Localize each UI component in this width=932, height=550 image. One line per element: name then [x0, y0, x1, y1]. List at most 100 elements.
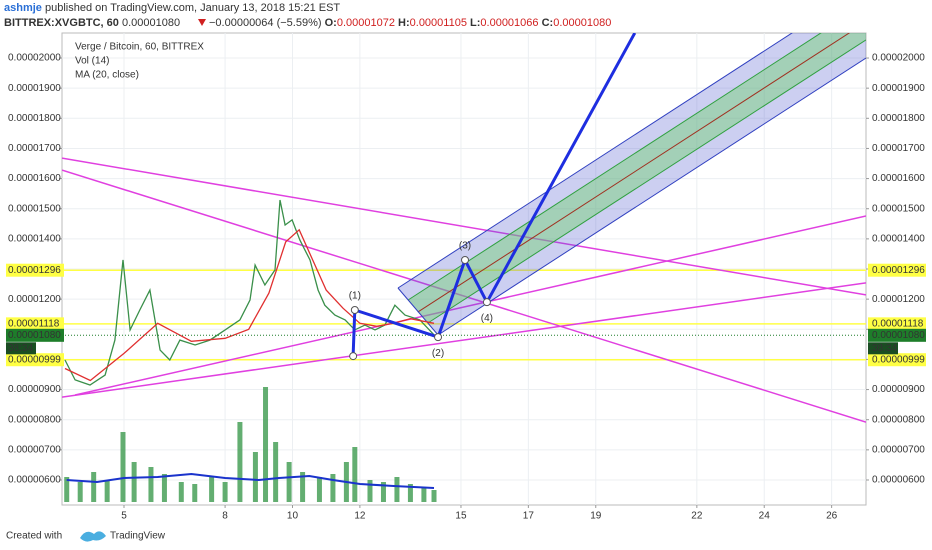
published: published on TradingView.com, January 13… — [45, 2, 340, 14]
volume-bar — [380, 482, 386, 502]
last-price-label: 0.00001080 — [8, 330, 61, 341]
volume-bar — [330, 474, 336, 502]
level-label: 0.00000999 — [8, 354, 61, 365]
volume-bar — [367, 480, 373, 502]
volume-bar — [209, 477, 215, 502]
volume-bar — [178, 482, 184, 502]
y-tick-label: 0.00001200 — [872, 294, 925, 305]
footer-brand: TradingView — [110, 531, 166, 542]
channel-line — [397, 33, 793, 289]
x-tick-label: 12 — [354, 511, 366, 522]
high: 0.00001105 — [410, 17, 467, 29]
level-label-bg — [6, 353, 64, 367]
y-tick-label: 0.00001600 — [8, 173, 61, 184]
volume-bar — [131, 462, 137, 502]
footer-created: Created with — [6, 531, 62, 542]
y-tick-label: 0.00000600 — [8, 475, 61, 486]
channel-line — [407, 33, 822, 301]
wave-point — [461, 255, 470, 264]
y-tick-label: 0.00001200 — [8, 294, 61, 305]
brand-logo — [80, 531, 106, 542]
level-label: 0.00001118 — [8, 318, 60, 329]
wave-label: (1) — [349, 291, 361, 302]
last-price-bg — [868, 328, 926, 342]
y-tick-label: 0.00000900 — [8, 384, 61, 395]
volume-bar — [77, 482, 83, 502]
channel-line — [437, 57, 866, 336]
y-tick-label: 0.00000800 — [872, 414, 925, 425]
low-label: L: — [470, 17, 480, 29]
y-tick-label: 0.00001500 — [872, 203, 925, 214]
volume-bar — [431, 490, 437, 502]
x-tick-label: 15 — [455, 511, 467, 522]
y-tick-label: 0.00001800 — [8, 113, 61, 124]
level-label-bg — [868, 353, 926, 367]
volume-bar — [316, 477, 322, 502]
y-tick-label: 0.00000600 — [872, 475, 925, 486]
x-tick-label: 24 — [759, 511, 771, 522]
change: −0.00000064 (−5.59%) — [209, 17, 322, 29]
last: 0.00001080 — [122, 17, 180, 29]
close-label: C: — [542, 17, 554, 29]
level-label: 0.00001296 — [8, 265, 61, 276]
countdown: 38:34 — [872, 343, 897, 354]
close: 0.00001080 — [553, 17, 611, 29]
y-tick-label: 0.00000900 — [872, 384, 925, 395]
wave-label: (2) — [432, 348, 444, 359]
level-label-bg — [868, 263, 926, 277]
volume-bar — [300, 472, 306, 502]
level-label: 0.00000999 — [872, 354, 925, 365]
wave-point — [482, 298, 491, 307]
x-tick-label: 19 — [590, 511, 602, 522]
last-price-label: 0.00001080 — [872, 330, 925, 341]
trendline — [74, 215, 866, 396]
countdown: 38:34 — [8, 343, 33, 354]
x-tick-label: 26 — [826, 511, 838, 522]
wave-label: (3) — [459, 241, 471, 252]
wave-point — [434, 333, 443, 342]
volume-bar — [394, 477, 400, 502]
trendline — [62, 157, 866, 296]
level-label: 0.00001118 — [872, 318, 924, 329]
y-tick-label: 0.00001900 — [8, 83, 61, 94]
wave-point — [350, 305, 359, 314]
high-label: H: — [398, 17, 410, 29]
wave-label: (4) — [481, 313, 493, 324]
x-tick-label: 5 — [121, 511, 127, 522]
y-tick-label: 0.00001900 — [872, 83, 925, 94]
volume-bar — [104, 480, 110, 502]
volume-bar — [222, 482, 228, 502]
channel-line — [417, 33, 851, 313]
y-tick-label: 0.00001700 — [872, 143, 925, 154]
y-tick-label: 0.00001400 — [8, 234, 61, 245]
y-tick-label: 0.00000700 — [872, 444, 925, 455]
level-label-bg — [868, 317, 926, 331]
channel-edge — [397, 287, 439, 336]
y-tick-label: 0.00001500 — [8, 203, 61, 214]
volume-bar — [421, 487, 427, 502]
open: 0.00001072 — [337, 17, 395, 29]
volume-bar — [407, 484, 413, 502]
countdown-bg — [6, 342, 36, 355]
x-tick-label: 17 — [523, 511, 535, 522]
legend-price: Verge / Bitcoin, 60, BITTREX — [75, 42, 204, 53]
open-label: O: — [325, 17, 337, 29]
level-label-bg — [6, 317, 64, 331]
trendline — [62, 169, 866, 423]
header-line-2b: −0.00000064 (−5.59%) O:0.00001072 H:0.00… — [209, 17, 611, 29]
legend-ma: MA (20, close) — [75, 70, 139, 81]
x-tick-label: 10 — [287, 511, 299, 522]
volume-bar — [192, 484, 198, 502]
volume-bar — [352, 447, 358, 502]
volume-bar — [263, 387, 269, 502]
series-line — [64, 199, 436, 386]
volume-bar — [252, 452, 258, 502]
y-tick-label: 0.00001800 — [872, 113, 925, 124]
symbol: BITTREX:XVGBTC, 60 — [4, 17, 119, 29]
y-tick-label: 0.00000700 — [8, 444, 61, 455]
legend-volume: Vol (14) — [75, 56, 109, 67]
y-tick-label: 0.00001700 — [8, 143, 61, 154]
plot-area — [62, 33, 866, 505]
